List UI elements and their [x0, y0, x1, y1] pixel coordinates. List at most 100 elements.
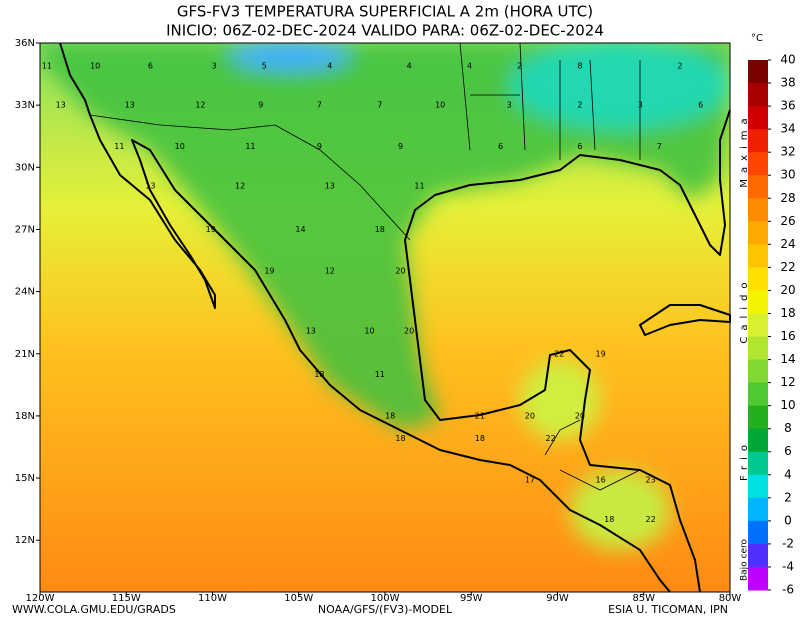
colorbar-segment	[748, 336, 768, 361]
colorbar-tick-label: 12	[780, 375, 795, 389]
temperature-label: 18	[375, 225, 385, 234]
colorbar-word: Maxima	[739, 112, 750, 187]
temperature-label: 5	[262, 61, 267, 70]
temperature-label: 19	[596, 349, 606, 358]
temperature-label: 11	[375, 370, 385, 379]
colorbar-word: Frio	[739, 439, 750, 481]
colorbar-segment	[748, 106, 768, 130]
temperature-label: 7	[317, 101, 322, 110]
lat-tick-label: 12N	[15, 535, 35, 546]
colorbar-segment	[748, 543, 768, 568]
lat-tick-label: 24N	[15, 287, 35, 298]
colorbar-segment	[748, 290, 768, 314]
lon-tick-label: 80W	[719, 593, 742, 604]
temperature-label: 6	[498, 142, 503, 151]
temperature-label: 2	[517, 61, 522, 70]
colorbar-segment	[748, 405, 768, 430]
colorbar-tick-label: 38	[780, 76, 795, 90]
temperature-label: 17	[525, 476, 535, 485]
colorbar-segment	[748, 152, 768, 176]
temperature-label: 2	[677, 61, 682, 70]
temperature-label: 11	[414, 181, 424, 190]
colorbar-segment	[748, 129, 768, 153]
temperature-label: 10	[175, 142, 185, 151]
temperature-label: 20	[404, 326, 414, 335]
temperature-label: 20	[575, 411, 585, 420]
temperature-label: 13	[125, 101, 135, 110]
lat-tick-label: 33N	[15, 100, 35, 111]
footer-center: NOAA/GFS/(FV3)-MODEL	[318, 603, 453, 616]
temperature-label: 12	[235, 181, 245, 190]
temperature-label: 6	[698, 101, 703, 110]
temperature-label: 11	[245, 142, 255, 151]
lon-tick-label: 90W	[546, 593, 569, 604]
colorbar-segment	[748, 359, 768, 384]
temperature-label: 13	[325, 181, 335, 190]
lon-tick-label: 85W	[632, 593, 655, 604]
colorbar-word: Calido	[739, 276, 750, 343]
colorbar-tick-label: 40	[780, 53, 795, 67]
lat-tick-label: 18N	[15, 411, 35, 422]
lat-tick-label: 21N	[15, 349, 35, 360]
colorbar-tick-label: 10	[780, 398, 795, 412]
temperature-label: 13	[306, 326, 316, 335]
colorbar-unit: °C	[751, 33, 763, 44]
colorbar-tick-label: 4	[784, 467, 792, 481]
colorbar-tick-label: 26	[780, 214, 795, 228]
temperature-label: 22	[546, 434, 556, 443]
temperature-label: 22	[646, 515, 656, 524]
colorbar-tick-label: 30	[780, 168, 795, 182]
colorbar-tick-label: 24	[780, 237, 795, 251]
temperature-label: 4	[467, 61, 472, 70]
colorbar-tick-label: -4	[782, 559, 794, 573]
colorbar-segment	[748, 244, 768, 268]
generated: 36N 33N 30N 27N 24N 21N 18N 15N 12N 120W 115W 110W 1…	[15, 38, 796, 604]
footer-right: ESIA U. TICOMAN, IPN	[608, 603, 728, 616]
colorbar-word: Bajo cero	[740, 538, 750, 581]
temperature-label: 12	[325, 266, 335, 275]
footer-left: WWW.COLA.GMU.EDU/GRADS	[12, 603, 176, 616]
temperature-label: 12	[195, 101, 205, 110]
colorbar-tick-label: 18	[780, 306, 795, 320]
colorbar-tick-label: 28	[780, 191, 795, 205]
colorbar-segment	[748, 83, 768, 107]
temperature-label: 9	[258, 101, 263, 110]
colorbar-tick-label: 6	[784, 444, 792, 458]
colorbar-tick-label: 36	[780, 99, 795, 113]
temperature-label: 4	[327, 61, 332, 70]
colorbar-segment	[748, 474, 768, 499]
colorbar-segment	[748, 313, 768, 338]
colorbar-segment	[748, 221, 768, 245]
temperature-label: 6	[148, 61, 153, 70]
colorbar-tick-label: 8	[784, 421, 792, 435]
colorbar-segment	[748, 520, 768, 545]
lon-tick-label: 100W	[371, 593, 400, 604]
temperature-label: 6	[577, 142, 582, 151]
temperature-label: 18	[475, 434, 485, 443]
temperature-label: 10	[435, 101, 445, 110]
colorbar-segment	[748, 382, 768, 407]
temperature-label: 14	[295, 225, 305, 234]
colorbar-tick-label: 20	[780, 283, 795, 297]
lon-tick-label: 95W	[460, 593, 483, 604]
temperature-label: 18	[604, 515, 614, 524]
colorbar-segment	[748, 267, 768, 291]
temperature-label: 16	[596, 476, 606, 485]
lat-tick-label: 15N	[15, 473, 35, 484]
colorbar-tick-label: 2	[784, 490, 792, 504]
temperature-label: 7	[657, 142, 662, 151]
colorbar-tick-label: 22	[780, 260, 795, 274]
lon-tick-label: 115W	[112, 593, 141, 604]
temperature-label: 19	[206, 225, 216, 234]
temperature-label: 9	[398, 142, 403, 151]
colorbar-segment	[748, 566, 768, 591]
temperature-label: 20	[395, 266, 405, 275]
temperature-label: 20	[525, 411, 535, 420]
temperature-label: 11	[42, 61, 52, 70]
lat-tick-label: 27N	[15, 224, 35, 235]
colorbar-tick-label: 14	[780, 352, 795, 366]
temperature-label: 10	[90, 61, 100, 70]
temperature-label: 3	[212, 61, 217, 70]
lat-tick-label: 30N	[15, 162, 35, 173]
temperature-label: 3	[638, 101, 643, 110]
